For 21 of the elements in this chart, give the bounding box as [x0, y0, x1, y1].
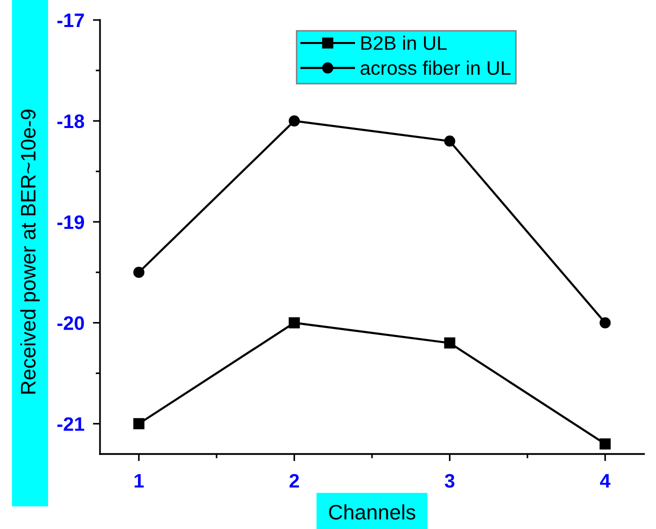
- point: [600, 438, 611, 450]
- y-tick-label: -17: [57, 14, 84, 28]
- x-tick-label: 4: [600, 474, 610, 488]
- point: [600, 317, 611, 328]
- y-tick-label: -18: [57, 114, 84, 128]
- y-tick-label: -21: [57, 417, 84, 431]
- point: [288, 317, 300, 328]
- legend-label: B2B in UL: [361, 36, 447, 50]
- x-tick-label: 1: [134, 474, 144, 488]
- point: [444, 337, 456, 349]
- x-axis-title: Channels: [329, 504, 416, 520]
- y-axis-title: Received power at BER~10e-9: [20, 110, 40, 394]
- y-tick-label: -20: [57, 316, 84, 330]
- point: [133, 266, 144, 278]
- x-tick-label: 2: [290, 474, 299, 488]
- legend-label: across fiber in UL: [360, 60, 510, 75]
- y-tick-label: -19: [57, 215, 84, 230]
- point: [288, 115, 300, 126]
- point: [133, 418, 144, 430]
- point: [444, 136, 456, 147]
- x-tick-label: 3: [444, 474, 454, 488]
